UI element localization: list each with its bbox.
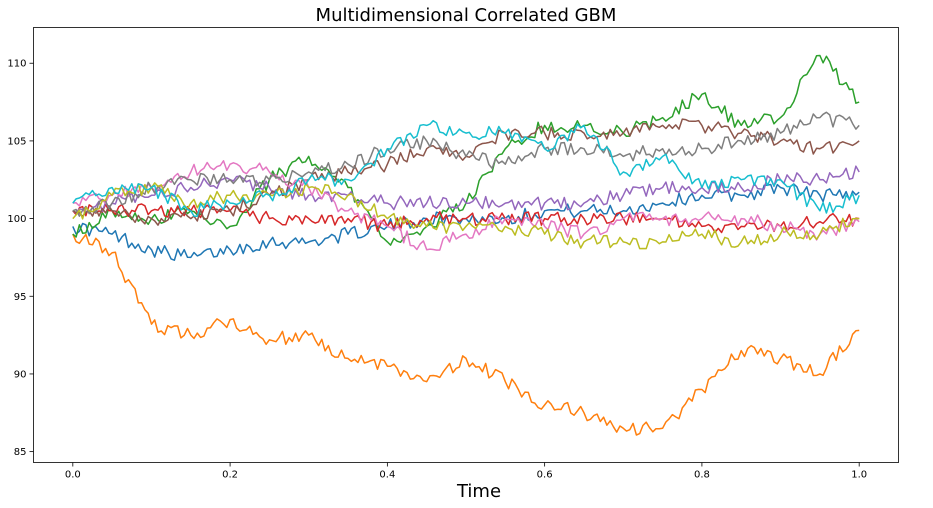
series-line-8 [72,182,860,250]
series-line-1 [72,233,860,436]
y-tick-label: 90 [14,369,27,380]
y-tick-label: 85 [14,447,27,458]
series-lines [72,54,860,436]
x-tick-label: 1.0 [851,470,867,481]
series-line-4 [72,165,860,214]
x-tick-label: 0.8 [694,470,710,481]
x-axis-ticks: 0.0 0.2 0.4 0.6 0.8 1.0 [65,462,867,481]
y-tick-label: 100 [7,214,26,225]
series-line-2 [72,54,860,246]
y-axis-ticks: 85 90 95 100 105 110 [7,59,34,458]
series-line-7 [72,111,860,217]
x-axis-label: Time [456,481,501,502]
y-tick-label: 95 [14,292,27,303]
series-line-0 [72,183,860,261]
chart-title: Multidimensional Correlated GBM [316,5,617,26]
x-tick-label: 0.2 [222,470,238,481]
series-line-6 [72,160,860,251]
x-tick-label: 0.6 [537,470,553,481]
x-tick-label: 0.4 [379,470,395,481]
plot-frame [33,27,899,463]
y-tick-label: 105 [7,136,26,147]
y-tick-label: 110 [7,59,26,70]
series-line-9 [72,119,860,218]
x-tick-label: 0.0 [65,470,81,481]
